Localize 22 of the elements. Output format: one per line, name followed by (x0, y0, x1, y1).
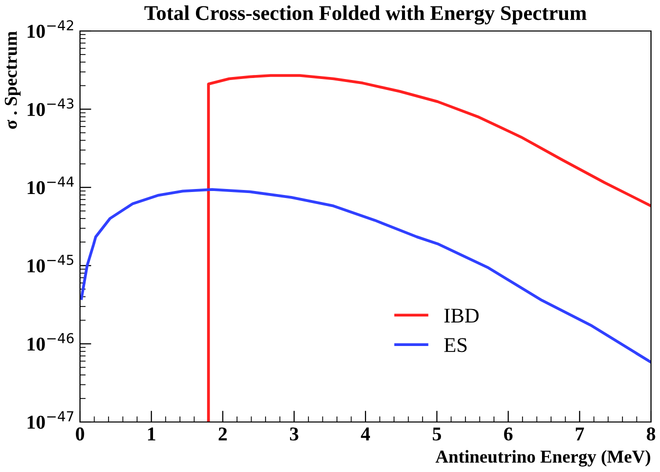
y-tick-label: 10$^{−46}$ (28, 332, 74, 351)
line-series (207, 74, 651, 422)
legend-label: IBD (444, 308, 479, 323)
x-tick-label: 1 (148, 428, 156, 440)
x-tick-label: 0 (76, 427, 84, 441)
y-tick-label: 10$^{−43}$ (28, 98, 74, 116)
y-axis-title: σ . Spectrum (4, 31, 21, 129)
x-tick-label: 6 (504, 427, 513, 441)
x-tick-label: 5 (432, 428, 442, 441)
line-series (80, 188, 651, 364)
legend-label: ES (444, 338, 467, 352)
x-tick-label: 3 (290, 427, 298, 441)
y-tick-label: 10$^{−44}$ (28, 176, 74, 194)
x-tick-label: 4 (360, 428, 370, 440)
y-tick-label: 10$^{−47}$ (28, 411, 74, 429)
chart-title: Total Cross-section Folded with Energy Spectrum (144, 5, 587, 24)
x-tick-label: 2 (218, 427, 227, 440)
y-tick-label: 10$^{−42}$ (28, 20, 74, 38)
x-tick-label: 8 (646, 427, 656, 441)
x-tick-label: 7 (576, 428, 584, 440)
x-axis-title: Antineutrino Energy (MeV) (436, 450, 650, 467)
y-tick-label: 10$^{−45}$ (28, 254, 74, 272)
